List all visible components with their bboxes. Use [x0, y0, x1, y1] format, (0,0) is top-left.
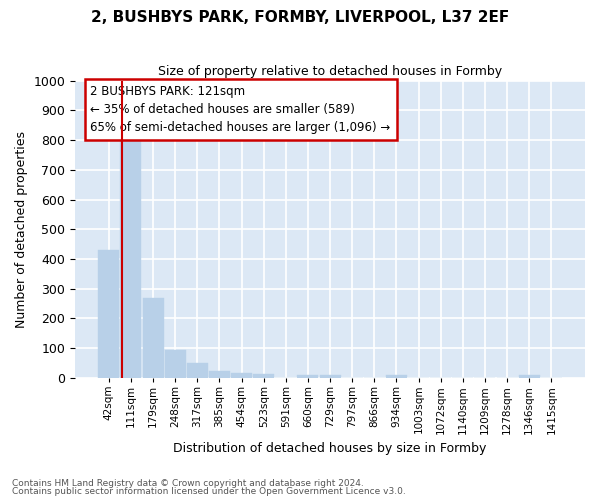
Bar [231, 372, 252, 378]
Text: 2 BUSHBYS PARK: 121sqm
← 35% of detached houses are smaller (589)
65% of semi-de: 2 BUSHBYS PARK: 121sqm ← 35% of detached… [91, 85, 391, 134]
X-axis label: Distribution of detached houses by size in Formby: Distribution of detached houses by size … [173, 442, 487, 455]
Y-axis label: Number of detached properties: Number of detached properties [15, 131, 28, 328]
Bar [209, 370, 230, 378]
Bar [386, 375, 407, 378]
Text: Contains HM Land Registry data © Crown copyright and database right 2024.: Contains HM Land Registry data © Crown c… [12, 478, 364, 488]
Bar [143, 298, 164, 378]
Bar [187, 363, 208, 378]
Title: Size of property relative to detached houses in Formby: Size of property relative to detached ho… [158, 65, 502, 78]
Bar [320, 374, 341, 378]
Bar [298, 374, 319, 378]
Bar [121, 134, 142, 378]
Text: Contains public sector information licensed under the Open Government Licence v3: Contains public sector information licen… [12, 487, 406, 496]
Text: 2, BUSHBYS PARK, FORMBY, LIVERPOOL, L37 2EF: 2, BUSHBYS PARK, FORMBY, LIVERPOOL, L37 … [91, 10, 509, 25]
Bar [253, 374, 274, 378]
Bar [98, 250, 119, 378]
Bar [518, 376, 540, 378]
Bar [164, 350, 186, 378]
